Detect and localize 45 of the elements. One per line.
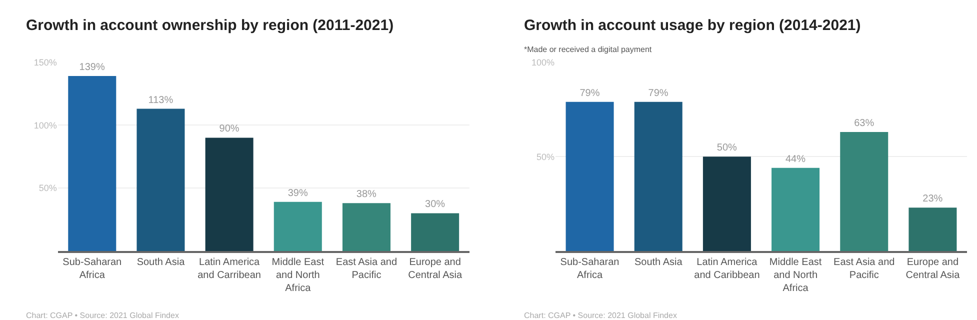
x-tick-label: Middle East and North Africa	[272, 256, 324, 294]
bar	[634, 102, 682, 251]
bar	[411, 213, 460, 251]
bar	[772, 168, 820, 251]
bar	[68, 76, 116, 251]
data-label: 139%	[79, 62, 105, 74]
data-label: 113%	[148, 94, 174, 106]
chart-subtitle: *Made or received a digital payment	[524, 45, 652, 54]
chart-title: Growth in account ownership by region (2011-2021)	[26, 17, 394, 34]
x-tick-label: Latin America and Caribbean	[694, 256, 760, 281]
data-label: 50%	[716, 142, 738, 154]
x-tick-label: East Asia and Pacific	[834, 256, 895, 281]
y-tick-label: 100%	[531, 57, 554, 68]
y-tick-label: 100%	[34, 120, 57, 130]
bar	[205, 138, 254, 251]
data-label: 63%	[854, 118, 874, 130]
x-tick-label: Latin America and Carribean	[198, 256, 261, 281]
bar	[908, 208, 957, 251]
x-tick-label: South Asia	[136, 256, 186, 268]
data-label: 39%	[288, 188, 308, 199]
data-label: 79%	[648, 88, 668, 99]
chart-title: Growth in account usage by region (2014-2021)	[524, 17, 861, 34]
text: Chart: CGAP • Source: 2021 Global Findex	[26, 311, 179, 320]
data-label: 23%	[922, 194, 943, 205]
bar	[342, 203, 390, 251]
data-label: 30%	[425, 199, 446, 210]
x-tick-label: South Asia	[634, 256, 683, 268]
x-tick-label: Middle East and North Africa	[769, 256, 822, 294]
y-tick-label: 150%	[34, 57, 57, 68]
data-label: 38%	[356, 189, 377, 200]
data-label: 79%	[580, 88, 600, 99]
x-tick-label: East Asia and Pacific	[336, 256, 398, 281]
x-tick-label: Europe and Central Asia	[408, 256, 462, 281]
data-label: 44%	[785, 154, 806, 165]
bar	[840, 132, 888, 251]
y-tick-label: 50%	[38, 183, 57, 194]
text: Chart: CGAP • Source: 2021 Global Findex	[524, 311, 677, 320]
bar	[136, 108, 185, 251]
bar	[702, 156, 751, 251]
data-label: 90%	[219, 124, 240, 135]
bar	[566, 102, 614, 251]
bar	[274, 202, 322, 251]
x-tick-label: Europe and Central Asia	[906, 256, 960, 281]
x-tick-label: Sub-Saharan Africa	[560, 256, 620, 281]
x-tick-label: Sub-Saharan Africa	[62, 256, 122, 281]
